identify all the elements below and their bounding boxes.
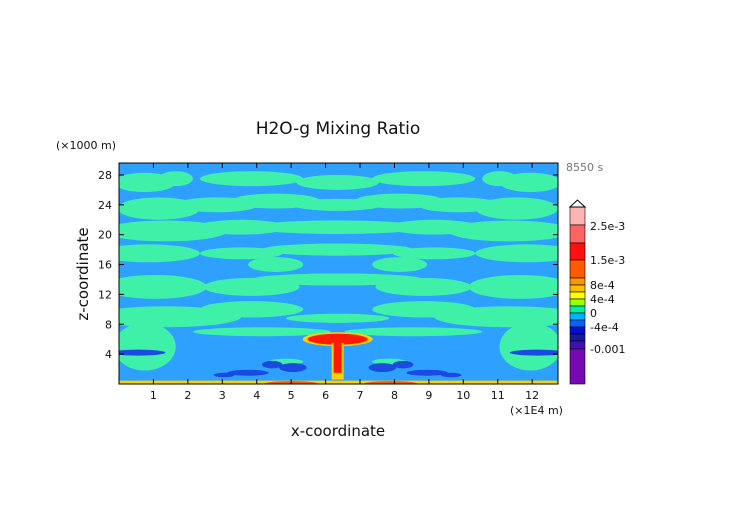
contour-field	[119, 163, 558, 384]
x-tick-label: 8	[391, 389, 398, 402]
x-tick-label: 3	[219, 389, 226, 402]
colorbar-level	[569, 326, 586, 335]
positive-region	[199, 247, 283, 260]
y-tick-label: 8	[105, 318, 112, 331]
colorbar-tick-label: 4e-4	[590, 293, 615, 306]
colorbar-level	[569, 291, 586, 300]
positive-region	[158, 171, 194, 187]
surface-maximum	[363, 381, 419, 384]
positive-region	[499, 322, 558, 371]
positive-region	[119, 322, 176, 371]
y-tick-label: 20	[98, 229, 112, 242]
positive-region	[199, 171, 304, 187]
colorbar-level	[569, 305, 586, 314]
x-tick-label: 12	[525, 389, 539, 402]
negative-region	[368, 363, 397, 373]
x-ticks: 1 2 3 4 5 6 7 8 9 10 11 12	[150, 163, 539, 402]
x-tick-label: 9	[425, 389, 432, 402]
positive-region	[251, 273, 424, 286]
y-axis-label: z-coordinate	[74, 227, 92, 320]
x-tick-label: 6	[322, 389, 329, 402]
positive-region	[389, 219, 479, 235]
surface-layer	[119, 380, 558, 384]
positive-region	[392, 247, 476, 260]
positive-region	[482, 171, 517, 187]
plot-frame	[118, 162, 559, 385]
y-tick-label: 28	[98, 169, 112, 182]
y-unit-label: (×1000 m)	[56, 139, 116, 152]
x-tick-label: 11	[491, 389, 505, 402]
y-tick-label: 12	[98, 288, 112, 301]
y-tick-label: 4	[105, 348, 112, 361]
negative-region	[406, 369, 448, 376]
positive-region	[119, 244, 200, 263]
y-tick-label: 24	[98, 199, 112, 212]
positive-region	[251, 220, 424, 234]
positive-region	[196, 219, 286, 235]
positive-region	[468, 275, 558, 299]
negative-region	[392, 360, 414, 369]
colorbar-tick-label: 2.5e-3	[590, 220, 625, 233]
positive-region	[372, 171, 476, 187]
colorbar-level	[569, 319, 586, 328]
x-tick-label: 4	[253, 389, 260, 402]
colorbar-level	[569, 224, 586, 244]
colorbar-level	[569, 340, 586, 350]
plume-anvil	[307, 333, 368, 345]
colorbar: 2.5e-3 1.5e-3 8e-44e-40-4e-4 -0.001	[568, 199, 625, 385]
colorbar-tick-label: 0	[590, 307, 597, 320]
colorbar-tick-label: -4e-4	[590, 321, 619, 334]
x-tick-label: 7	[357, 389, 364, 402]
colorbar-level	[569, 277, 586, 286]
colorbar-tick-label: 8e-4	[590, 279, 615, 292]
positive-region	[193, 327, 331, 337]
colorbar-level	[569, 298, 586, 307]
colorbar-tick-label: -0.001	[590, 343, 625, 356]
x-tick-label: 1	[150, 389, 157, 402]
positive-region	[292, 198, 383, 211]
negative-region	[227, 369, 269, 376]
positive-region	[344, 327, 483, 337]
chart-title: H2O-g Mixing Ratio	[256, 119, 421, 139]
time-label: 8550 s	[566, 161, 603, 174]
colorbar-level	[569, 206, 586, 226]
x-tick-label: 2	[184, 389, 191, 402]
x-unit-label: (×1E4 m)	[510, 404, 563, 417]
colorbar-level	[569, 242, 586, 261]
positive-region	[199, 301, 304, 318]
positive-region	[119, 275, 207, 299]
negative-region	[119, 349, 166, 356]
positive-region	[286, 313, 390, 323]
positive-region	[261, 243, 414, 256]
colorbar-level	[569, 312, 586, 321]
colorbar-level	[569, 333, 586, 342]
y-ticks: 4 8 12 16 20 24 28	[98, 169, 558, 361]
positive-region	[372, 257, 428, 273]
y-tick-label: 16	[98, 259, 112, 272]
positive-region	[296, 174, 379, 190]
x-tick-label: 5	[288, 389, 295, 402]
positive-region	[248, 257, 304, 273]
colorbar-level	[569, 284, 586, 293]
x-axis-label: x-coordinate	[291, 422, 385, 440]
negative-region	[509, 349, 558, 356]
colorbar-level	[569, 259, 586, 279]
colorbar-overflow-triangle	[568, 199, 587, 208]
negative-region	[279, 363, 307, 373]
positive-region	[372, 301, 476, 318]
negative-region	[213, 372, 235, 378]
colorbar-tick-label: 1.5e-3	[590, 254, 625, 267]
x-tick-label: 10	[456, 389, 470, 402]
colorbar-level	[569, 348, 586, 385]
positive-region	[475, 244, 558, 263]
negative-region	[261, 360, 283, 369]
negative-region	[440, 372, 462, 378]
plume-stem	[333, 342, 342, 373]
